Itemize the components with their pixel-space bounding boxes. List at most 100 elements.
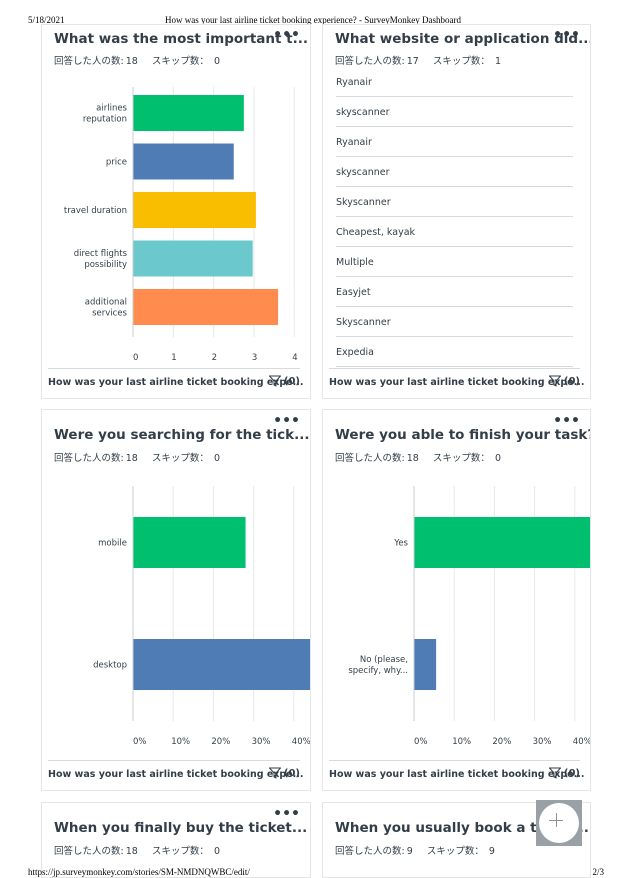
- filter-count: (0): [283, 375, 300, 387]
- answered-label: 回答した人の数:: [54, 846, 124, 857]
- more-options-icon[interactable]: •••: [553, 413, 580, 429]
- survey-filter-label[interactable]: How was your last airline ticket booking…: [329, 769, 585, 780]
- card-title: When you usually book a ticket...: [335, 820, 589, 836]
- card-footer: How was your last airline ticket booking…: [48, 368, 304, 398]
- print-url: https://jp.surveymonkey.com/stories/SM-N…: [28, 867, 250, 877]
- answer-row: Easyjet: [336, 277, 573, 307]
- print-date: 5/18/2021: [28, 15, 65, 25]
- filter-button[interactable]: (0): [548, 767, 580, 779]
- category-label: possibility: [84, 260, 127, 270]
- category-label: airlines: [96, 104, 127, 114]
- filter-button[interactable]: (0): [548, 375, 580, 387]
- bar-chart: 0% 10% 20% 30% 40% Yes No (please,specify, why…: [348, 486, 591, 747]
- bar: [133, 95, 244, 131]
- x-tick-label: 0: [133, 353, 138, 363]
- print-page-number: 2/3: [592, 867, 604, 877]
- bar: [133, 192, 256, 228]
- bar: [133, 517, 246, 568]
- funnel-icon: [268, 375, 281, 387]
- category-label: additional: [85, 298, 127, 308]
- x-tick-label: 30%: [533, 737, 552, 747]
- response-stats: 回答した人の数: 18 スキップ数： 0: [54, 843, 222, 857]
- skipped-count: 9: [488, 846, 495, 857]
- more-options-icon[interactable]: •••: [273, 413, 300, 429]
- category-label: reputation: [83, 115, 127, 125]
- response-stats: 回答した人の数: 18 スキップ数： 0: [54, 450, 222, 464]
- x-tick-label: 40%: [573, 737, 591, 747]
- answered-count: 9: [406, 846, 413, 857]
- category-label: direct flights: [74, 249, 128, 259]
- answer-row: skyscanner: [336, 157, 573, 187]
- bar: [133, 143, 234, 180]
- answer-row: Ryanair: [336, 127, 573, 157]
- funnel-icon: [268, 767, 281, 779]
- skipped-label: スキップ数：: [151, 846, 209, 857]
- filter-button[interactable]: (0): [268, 767, 300, 779]
- x-tick-label: 40%: [292, 737, 311, 747]
- funnel-icon: [548, 767, 561, 779]
- card-title: What was the most important t...: [54, 31, 308, 47]
- funnel-icon: [548, 375, 561, 387]
- more-options-icon[interactable]: •••: [273, 27, 300, 43]
- skipped-count: 0: [213, 56, 220, 67]
- question-card-website: What website or application did... ••• 回…: [322, 24, 591, 399]
- card-title: When you finally buy the ticket...: [54, 820, 308, 836]
- filter-count: (0): [563, 375, 580, 387]
- response-stats: 回答した人の数: 17 スキップ数： 1: [335, 53, 503, 67]
- x-tick-label: 10%: [171, 737, 190, 747]
- bar: [133, 639, 310, 690]
- text-answers-list[interactable]: Ryanair skyscanner Ryanair skyscanner Sk…: [336, 67, 573, 370]
- x-tick-label: 30%: [252, 737, 271, 747]
- skipped-label: スキップ数：: [426, 846, 484, 857]
- card-title: Were you searching for the tick...: [54, 427, 310, 443]
- answered-label: 回答した人の数:: [335, 56, 405, 67]
- answer-row: Multiple: [336, 247, 573, 277]
- question-card-buy-ticket: When you finally buy the ticket... ••• 回…: [41, 802, 311, 878]
- answered-label: 回答した人の数:: [335, 846, 405, 857]
- more-options-icon[interactable]: •••: [273, 806, 300, 822]
- skipped-label: スキップ数：: [151, 56, 209, 67]
- category-label: price: [106, 158, 127, 168]
- skipped-count: 0: [213, 453, 220, 464]
- x-tick-label: 2: [212, 353, 217, 363]
- skipped-label: スキップ数：: [151, 453, 209, 464]
- survey-filter-label[interactable]: How was your last airline ticket booking…: [48, 769, 304, 780]
- response-stats: 回答した人の数: 9 スキップ数： 9: [335, 843, 497, 857]
- add-button-circle: [539, 803, 579, 843]
- category-label: mobile: [98, 539, 127, 549]
- skipped-label: スキップ数：: [432, 56, 490, 67]
- answer-row: skyscanner: [336, 97, 573, 127]
- survey-filter-label[interactable]: How was your last airline ticket booking…: [329, 377, 585, 388]
- card-footer: How was your last airline ticket booking…: [48, 760, 304, 790]
- answered-label: 回答した人の数:: [54, 56, 124, 67]
- more-options-icon[interactable]: •••: [553, 27, 580, 43]
- x-tick-label: 4: [292, 353, 297, 363]
- category-label: travel duration: [64, 206, 127, 216]
- answer-row: Skyscanner: [336, 307, 573, 337]
- filter-button[interactable]: (0): [268, 375, 300, 387]
- category-label: Yes: [393, 539, 408, 549]
- answer-row: Skyscanner: [336, 187, 573, 217]
- bar-chart: 0% 10% 20% 30% 40% mobile desktop: [93, 486, 311, 747]
- answer-row: Expedia: [336, 337, 573, 367]
- answered-label: 回答した人の数:: [335, 453, 405, 464]
- answered-count: 18: [125, 453, 138, 464]
- card-title: Were you able to finish your task?: [335, 427, 591, 443]
- question-card-device: Were you searching for the tick... ••• 回…: [41, 409, 311, 791]
- bar: [133, 289, 279, 325]
- response-stats: 回答した人の数: 18 スキップ数： 0: [335, 450, 503, 464]
- bar: [133, 240, 253, 277]
- answered-count: 18: [125, 56, 138, 67]
- card-footer: How was your last airline ticket booking…: [329, 368, 584, 398]
- category-label: No (please,: [360, 655, 408, 665]
- answered-count: 17: [406, 56, 419, 67]
- answer-row: Ryanair: [336, 67, 573, 97]
- question-card-finish-task: Were you able to finish your task? ••• 回…: [322, 409, 591, 791]
- card-title: What website or application did...: [335, 31, 591, 47]
- add-button[interactable]: [536, 800, 582, 846]
- category-label: desktop: [93, 661, 127, 671]
- survey-filter-label[interactable]: How was your last airline ticket booking…: [48, 377, 304, 388]
- response-stats: 回答した人の数: 18 スキップ数： 0: [54, 53, 222, 67]
- bar: [414, 517, 590, 568]
